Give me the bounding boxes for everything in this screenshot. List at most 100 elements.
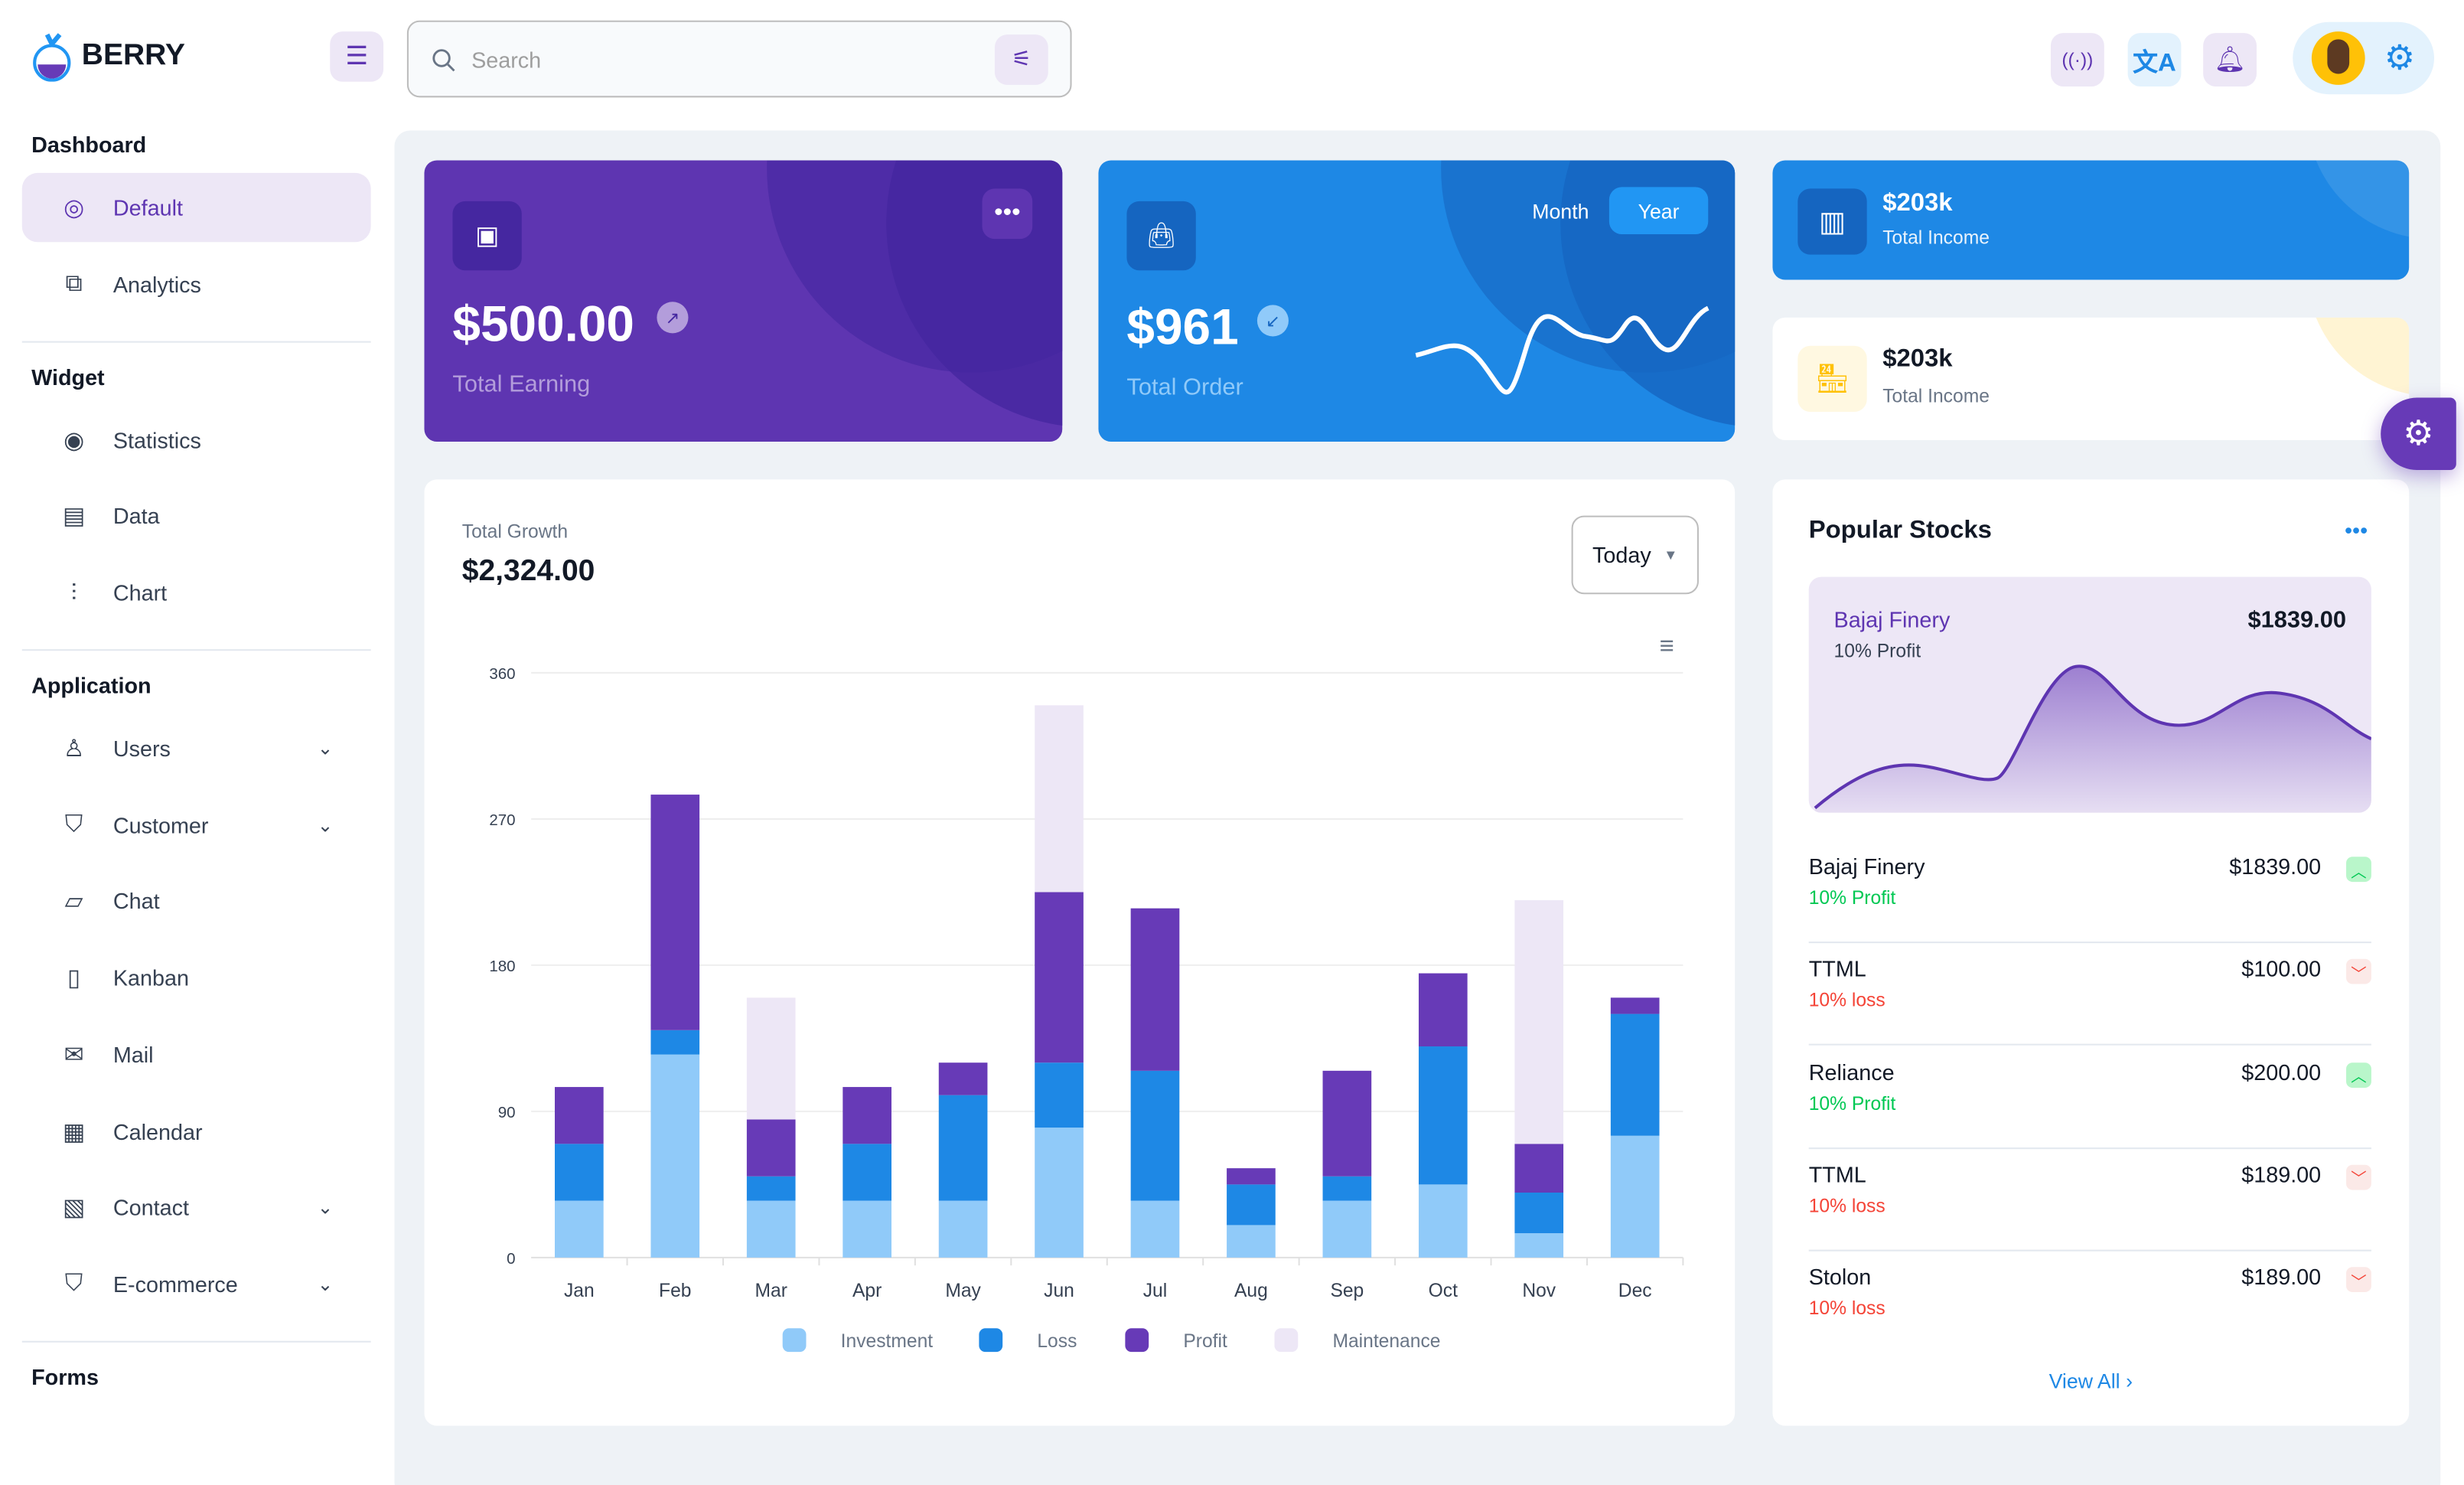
chart-icon: ⫶ <box>70 579 77 606</box>
bar-maintenance <box>1514 900 1564 1144</box>
chart-menu-icon[interactable]: ≡ <box>1659 633 1674 661</box>
view-all-link[interactable]: View All › <box>1772 1369 2409 1393</box>
x-tick-label: May <box>945 1281 981 1301</box>
sidebar-item-mail[interactable]: ✉ Mail <box>22 1020 371 1088</box>
sidebar-item-label: Contact <box>112 1195 189 1220</box>
order-label: Total Order <box>1126 374 1243 401</box>
menu-toggle-button[interactable]: ☰ <box>330 31 384 82</box>
chat-icon: ▱ <box>64 889 83 916</box>
x-tick-label: Oct <box>1429 1281 1458 1301</box>
x-tick-label: Jul <box>1143 1281 1167 1301</box>
stock-change: 10% loss <box>1808 1194 1885 1217</box>
order-value: $961 <box>1126 299 1239 356</box>
sidebar-item-label: Analytics <box>112 271 201 297</box>
chevron-up-icon: ︿ <box>2346 1062 2371 1088</box>
search-input[interactable]: Search <box>471 46 542 72</box>
view-all-label: View All <box>2048 1369 2120 1393</box>
bar-profit <box>1514 1144 1564 1193</box>
profile-button[interactable]: ⚙ <box>2293 21 2435 95</box>
earning-label: Total Earning <box>452 370 591 398</box>
bar-investment <box>1227 1225 1276 1258</box>
bar-profit <box>938 1062 988 1095</box>
chevron-down-icon: ⌄ <box>317 737 334 760</box>
period-select[interactable]: Today ▼ <box>1571 515 1699 595</box>
filter-button[interactable]: ⚟ <box>994 34 1048 84</box>
kanban-icon: ▯ <box>67 965 80 993</box>
bell-icon: 🔔︎ <box>2214 47 2246 74</box>
translate-icon: 文A <box>2133 50 2176 77</box>
bar-loss <box>1514 1192 1564 1234</box>
sidebar-item-default[interactable]: ◎ Default <box>21 172 371 243</box>
stock-row[interactable]: Bajaj Finery $1839.00 10% Profit ︿ <box>1808 841 2371 944</box>
bar-loss <box>1130 1070 1180 1201</box>
stock-row[interactable]: Stolon $189.00 10% loss ﹀ <box>1809 1252 2371 1353</box>
broadcast-icon: ((·)) <box>2061 48 2094 71</box>
sidebar-item-label: Chat <box>112 889 160 915</box>
chevron-down-icon: ⌄ <box>317 1273 334 1295</box>
legend-marker <box>1274 1328 1299 1353</box>
sidebar-item-label: Data <box>112 503 160 529</box>
sidebar-item-e-commerce[interactable]: ⛉ E-commerce ⌄ <box>22 1249 371 1318</box>
brand-name: BERRY <box>81 39 185 73</box>
sidebar-item-chart[interactable]: ⫶ Chart <box>22 558 371 627</box>
broadcast-button[interactable]: ((·)) <box>2050 33 2104 86</box>
sidebar-divider <box>21 1340 371 1343</box>
stock-price: $100.00 <box>2241 956 2322 982</box>
stock-row[interactable]: TTML $100.00 10% loss ﹀ <box>1808 944 2371 1046</box>
bar-profit <box>1130 908 1180 1071</box>
sidebar-item-calendar[interactable]: ▦ Calendar <box>22 1096 371 1165</box>
stock-change: 10% loss <box>1808 989 1885 1012</box>
order-sparkline <box>1415 305 1709 395</box>
bar-profit <box>1227 1168 1276 1185</box>
bar-loss <box>1035 1062 1084 1128</box>
table-icon: ▥ <box>1797 188 1867 255</box>
sidebar-item-kanban[interactable]: ▯ Kanban <box>22 943 371 1012</box>
sidebar-item-users[interactable]: ♙ Users ⌄ <box>22 713 371 782</box>
more-icon[interactable]: ••• <box>2344 517 2368 543</box>
more-button[interactable]: ••• <box>982 188 1033 240</box>
x-tick-label: Jun <box>1044 1281 1074 1301</box>
sidebar-item-contact[interactable]: ▧ Contact ⌄ <box>22 1173 371 1242</box>
growth-value: $2,324.00 <box>461 554 595 589</box>
chevron-down-icon: ﹀ <box>2346 1267 2371 1293</box>
stock-change: 10% loss <box>1808 1297 1885 1320</box>
sidebar-item-analytics[interactable]: ⧉ Analytics <box>22 250 371 318</box>
notification-button[interactable]: 🔔︎ <box>2203 33 2257 86</box>
stock-row[interactable]: Reliance $200.00 10% Profit ︿ <box>1808 1046 2371 1149</box>
total-income-card-blue: ▥ $203k Total Income <box>1772 160 2410 280</box>
bar-investment <box>1418 1184 1468 1258</box>
chevron-down-icon: ⌄ <box>317 1196 334 1219</box>
popular-stocks-card: Popular Stocks ••• Bajaj Finery $1839.00… <box>1772 479 2410 1426</box>
sliders-icon: ⚟ <box>1011 45 1032 71</box>
bar-loss <box>938 1095 988 1201</box>
bar-investment <box>1514 1233 1564 1258</box>
basket-icon: ⛉ <box>64 811 83 839</box>
bar-investment <box>1130 1200 1180 1258</box>
y-tick-label: 360 <box>489 665 515 683</box>
calendar-icon: ▦ <box>62 1118 86 1146</box>
tab-year[interactable]: Year <box>1608 187 1709 234</box>
x-tick-label: Aug <box>1234 1281 1268 1301</box>
stock-change: 10% Profit <box>1808 1092 1896 1115</box>
bar-profit <box>1418 973 1468 1047</box>
search-bar[interactable]: Search ⚟ <box>406 20 1072 98</box>
sidebar-item-data[interactable]: ▤ Data <box>22 481 371 550</box>
logo[interactable]: BERRY <box>31 31 185 82</box>
stock-row[interactable]: TTML $189.00 10% loss ﹀ <box>1808 1149 2371 1252</box>
language-button[interactable]: 文A <box>2127 33 2182 86</box>
x-tick-label: Sep <box>1330 1281 1364 1301</box>
gear-icon: ⚙ <box>2403 413 2434 453</box>
statistics-icon: ◉ <box>64 426 84 454</box>
settings-fab[interactable]: ⚙ <box>2381 397 2456 471</box>
sidebar-item-chat[interactable]: ▱ Chat <box>22 867 371 935</box>
sidebar-item-customer[interactable]: ⛉ Customer ⌄ <box>22 790 371 859</box>
sidebar-item-statistics[interactable]: ◉ Statistics <box>22 405 371 474</box>
period-value: Today <box>1592 542 1651 568</box>
mail-icon: ✉ <box>64 1042 84 1069</box>
sidebar-item-label: Users <box>112 736 171 762</box>
x-tick-label: Dec <box>1618 1281 1652 1301</box>
tab-month[interactable]: Month <box>1532 199 1589 224</box>
bar-loss <box>650 1030 700 1055</box>
sidebar-item-label: E-commerce <box>112 1271 238 1297</box>
sidebar-section-title: Forms <box>31 1364 99 1390</box>
